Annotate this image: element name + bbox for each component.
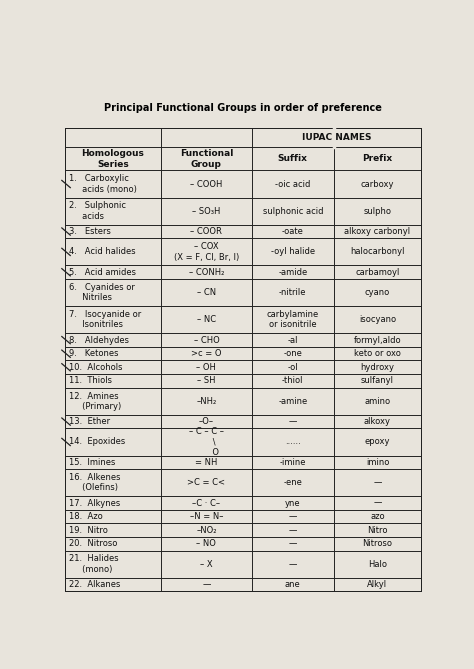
Text: -imine: -imine [280, 458, 306, 467]
Text: – CONH₂: – CONH₂ [189, 268, 224, 277]
Text: – COOR: – COOR [191, 227, 222, 236]
Text: –N = N–: –N = N– [190, 512, 223, 521]
Text: -amine: -amine [278, 397, 308, 405]
Text: –C · C–: –C · C– [192, 498, 220, 508]
Text: = NH: = NH [195, 458, 218, 467]
Text: 16.  Alkenes
     (Olefins): 16. Alkenes (Olefins) [69, 473, 121, 492]
Text: Suffix: Suffix [278, 155, 308, 163]
Text: 10.  Alcohols: 10. Alcohols [69, 363, 123, 372]
Text: azo: azo [370, 512, 385, 521]
Text: 1.   Carboxylic
     acids (mono): 1. Carboxylic acids (mono) [69, 175, 137, 194]
Text: Functional
Group: Functional Group [180, 149, 233, 169]
Text: Prefix: Prefix [363, 155, 392, 163]
Text: 4.   Acid halides: 4. Acid halides [69, 248, 136, 256]
Text: >c = O: >c = O [191, 349, 222, 358]
Text: -nitrile: -nitrile [279, 288, 307, 297]
Text: alkoxy: alkoxy [364, 417, 391, 426]
Text: – NC: – NC [197, 315, 216, 324]
Text: – C – C –
      \
       O: – C – C – \ O [189, 427, 224, 457]
Text: amino: amino [365, 397, 391, 405]
Text: 20.  Nitroso: 20. Nitroso [69, 539, 118, 549]
Text: —: — [202, 580, 210, 589]
Text: 3.   Esters: 3. Esters [69, 227, 111, 236]
Text: 15.  Imines: 15. Imines [69, 458, 116, 467]
Text: keto or oxo: keto or oxo [354, 349, 401, 358]
Text: – COX
(X = F, Cl, Br, I): – COX (X = F, Cl, Br, I) [174, 242, 239, 262]
Text: —: — [373, 498, 382, 508]
Text: -amide: -amide [278, 268, 308, 277]
Text: 11.  Thiols: 11. Thiols [69, 377, 112, 385]
Text: -thiol: -thiol [282, 377, 303, 385]
Text: 18.  Azo: 18. Azo [69, 512, 103, 521]
Text: -ene: -ene [283, 478, 302, 487]
Text: epoxy: epoxy [365, 438, 390, 446]
Text: IUPAC NAMES: IUPAC NAMES [302, 133, 371, 142]
Text: 19.  Nitro: 19. Nitro [69, 526, 108, 535]
Text: – SH: – SH [197, 377, 216, 385]
Text: Principal Functional Groups in order of preference: Principal Functional Groups in order of … [104, 104, 382, 114]
Text: 9.   Ketones: 9. Ketones [69, 349, 118, 358]
Text: Nitroso: Nitroso [363, 539, 392, 549]
Text: 22.  Alkanes: 22. Alkanes [69, 580, 120, 589]
Text: ......: ...... [285, 438, 301, 446]
Text: hydroxy: hydroxy [360, 363, 394, 372]
Text: imino: imino [366, 458, 389, 467]
Text: Alkyl: Alkyl [367, 580, 388, 589]
Text: – NO: – NO [196, 539, 216, 549]
Text: sulphonic acid: sulphonic acid [263, 207, 323, 215]
Text: —: — [289, 526, 297, 535]
Text: isocyano: isocyano [359, 315, 396, 324]
Text: – CHO: – CHO [193, 336, 219, 345]
Text: – OH: – OH [196, 363, 216, 372]
Text: halocarbonyl: halocarbonyl [350, 248, 405, 256]
Text: 2.   Sulphonic
     acids: 2. Sulphonic acids [69, 201, 126, 221]
Text: 13.  Ether: 13. Ether [69, 417, 110, 426]
Text: carbylamine
or isonitrile: carbylamine or isonitrile [267, 310, 319, 329]
Text: —: — [289, 539, 297, 549]
Text: 21.  Halides
     (mono): 21. Halides (mono) [69, 555, 119, 574]
Text: Homologous
Series: Homologous Series [82, 149, 144, 169]
Text: –O–: –O– [199, 417, 214, 426]
Text: —: — [289, 417, 297, 426]
Text: cyano: cyano [365, 288, 390, 297]
Text: -oic acid: -oic acid [275, 179, 310, 189]
Text: -one: -one [283, 349, 302, 358]
Text: —: — [289, 512, 297, 521]
Text: formyl,aldo: formyl,aldo [354, 336, 401, 345]
Text: 6.   Cyanides or
     Nitriles: 6. Cyanides or Nitriles [69, 283, 135, 302]
Text: 12.  Amines
     (Primary): 12. Amines (Primary) [69, 391, 121, 411]
Text: alkoxy carbonyl: alkoxy carbonyl [345, 227, 410, 236]
Text: Halo: Halo [368, 560, 387, 569]
Text: –NH₂: –NH₂ [196, 397, 217, 405]
Text: -oate: -oate [282, 227, 304, 236]
Text: >C = C<: >C = C< [187, 478, 226, 487]
Text: sulfanyl: sulfanyl [361, 377, 394, 385]
Text: ane: ane [285, 580, 301, 589]
Text: 17.  Alkynes: 17. Alkynes [69, 498, 120, 508]
Text: sulpho: sulpho [364, 207, 392, 215]
Text: – CN: – CN [197, 288, 216, 297]
Text: – X: – X [200, 560, 213, 569]
Text: -oyl halide: -oyl halide [271, 248, 315, 256]
Text: Nitro: Nitro [367, 526, 388, 535]
Text: – SO₃H: – SO₃H [192, 207, 220, 215]
Text: 7.   Isocyanide or
     Isonitriles: 7. Isocyanide or Isonitriles [69, 310, 141, 329]
Text: yne: yne [285, 498, 301, 508]
Text: —: — [289, 560, 297, 569]
Text: 5.   Acid amides: 5. Acid amides [69, 268, 136, 277]
Text: 14.  Epoxides: 14. Epoxides [69, 438, 126, 446]
Text: carboxy: carboxy [361, 179, 394, 189]
Text: –NO₂: –NO₂ [196, 526, 217, 535]
Text: -al: -al [288, 336, 298, 345]
Text: carbamoyl: carbamoyl [355, 268, 400, 277]
Text: -ol: -ol [288, 363, 298, 372]
Text: —: — [373, 478, 382, 487]
Text: 8.   Aldehydes: 8. Aldehydes [69, 336, 129, 345]
Text: – COOH: – COOH [190, 179, 223, 189]
